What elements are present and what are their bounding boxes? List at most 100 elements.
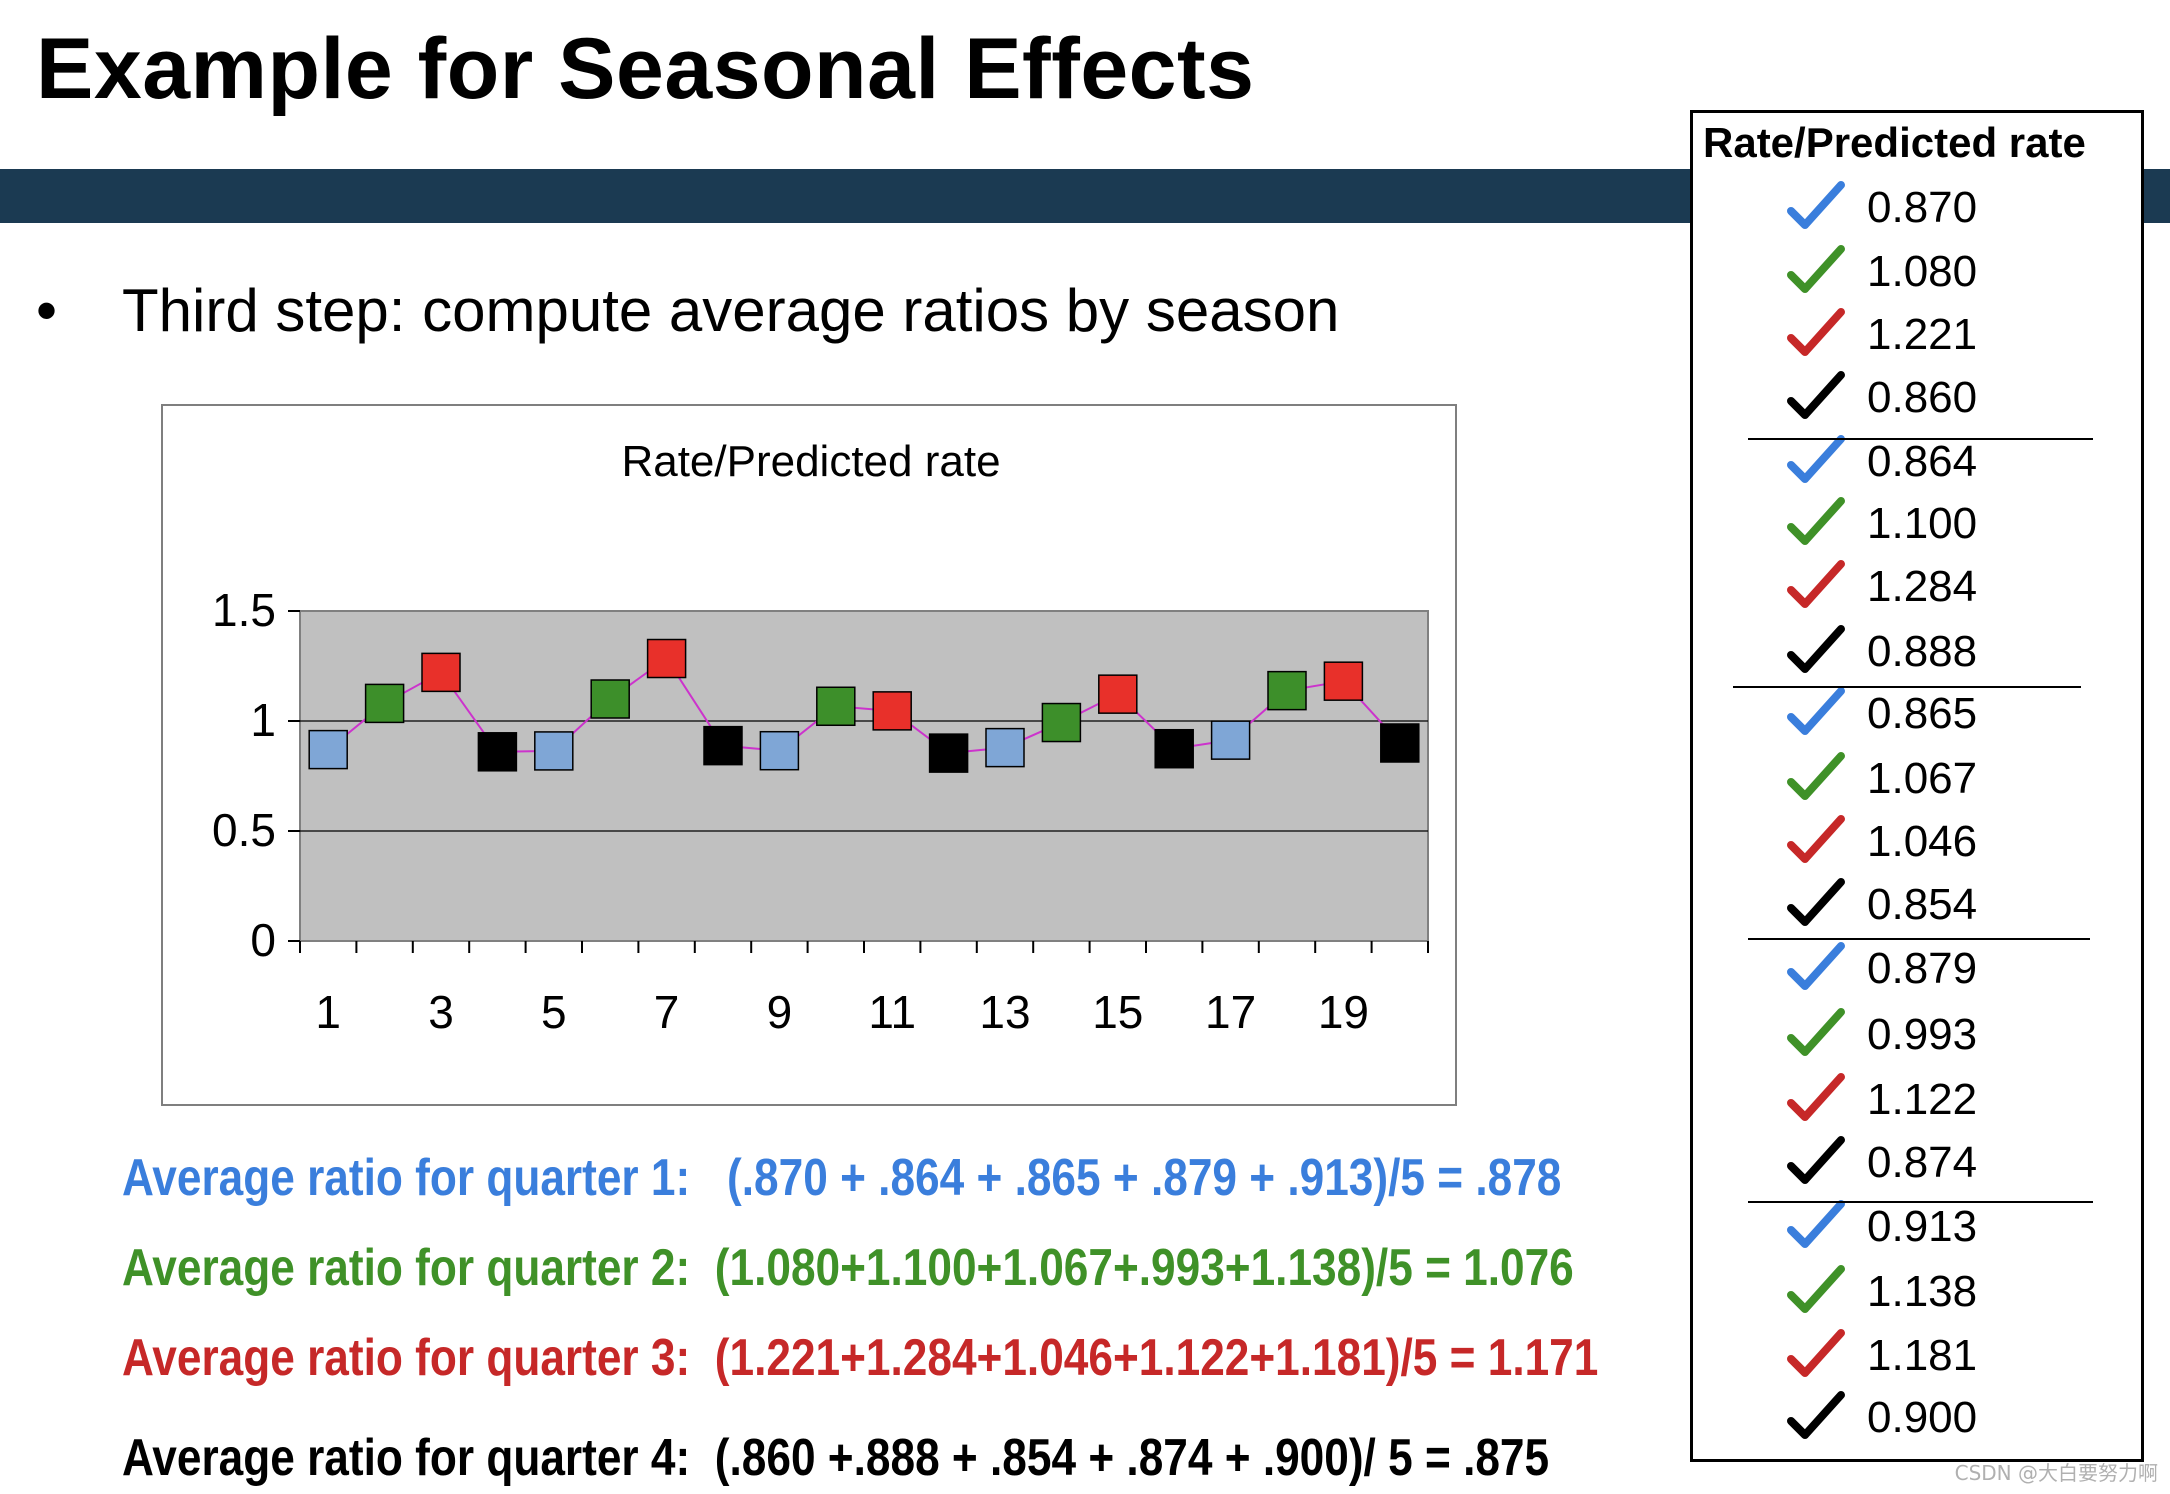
data-point-q3 bbox=[646, 638, 687, 679]
data-point-q4 bbox=[477, 732, 518, 772]
y-tick-label: 0.5 bbox=[212, 804, 276, 856]
x-tick-label: 9 bbox=[767, 986, 793, 1038]
checkmark-icon bbox=[1787, 942, 1845, 990]
data-point-q4 bbox=[1380, 723, 1420, 763]
average-quarter-1-formula: (.870 + .864 + .865 + .879 + .913)/5 = .… bbox=[727, 1149, 1562, 1207]
ratio-value: 0.913 bbox=[1867, 1202, 1978, 1251]
ratio-row-q2: 1.100 bbox=[1787, 495, 2107, 555]
chart-svg: Rate/Predicted rate 00.511.51 3 5 7 9 11 13 15 1… bbox=[212, 437, 1429, 1038]
data-point-q2 bbox=[816, 686, 856, 727]
checkmark-icon bbox=[1787, 752, 1845, 800]
ratio-value: 1.138 bbox=[1867, 1267, 1978, 1316]
ratio-row-q1: 0.865 bbox=[1787, 685, 2107, 745]
data-point-q3 bbox=[1323, 661, 1364, 701]
group-separator bbox=[1748, 438, 2093, 440]
data-point-q1 bbox=[985, 727, 1025, 768]
ratio-row-q2: 1.067 bbox=[1787, 750, 2107, 810]
checkmark-icon bbox=[1787, 497, 1845, 545]
ratio-value: 1.284 bbox=[1867, 562, 1978, 611]
ratio-value: 0.860 bbox=[1867, 373, 1978, 422]
y-tick-label: 1 bbox=[250, 694, 276, 746]
data-point-q2 bbox=[590, 679, 630, 719]
checkmark-icon bbox=[1787, 1136, 1845, 1184]
x-tick-label: 13 bbox=[979, 986, 1030, 1038]
average-quarter-3-formula: (1.221+1.284+1.046+1.122+1.181)/5 = 1.17… bbox=[714, 1329, 1599, 1387]
ratio-row-q3: 1.046 bbox=[1787, 813, 2107, 873]
x-tick-label: 11 bbox=[868, 986, 916, 1038]
ratio-row-q3: 1.181 bbox=[1787, 1327, 2107, 1387]
ratio-value: 1.080 bbox=[1867, 247, 1978, 296]
x-tick-label: 15 bbox=[1092, 986, 1143, 1038]
average-quarter-4-label: Average ratio for quarter 4: bbox=[122, 1429, 691, 1487]
ratio-row-q4: 0.900 bbox=[1787, 1389, 2107, 1449]
ratio-row-q1: 0.864 bbox=[1787, 433, 2107, 493]
ratio-value: 1.221 bbox=[1867, 310, 1978, 359]
checkmark-icon bbox=[1787, 1200, 1845, 1248]
ratio-row-q1: 0.870 bbox=[1787, 179, 2107, 239]
checkmark-icon bbox=[1787, 1391, 1845, 1439]
ratio-value: 1.067 bbox=[1867, 754, 1978, 803]
chart-frame: Rate/Predicted rate 0 0.5 1 1.5 1 3 5 7 9 11 13 15 1… bbox=[161, 404, 1457, 1106]
plot-area bbox=[299, 610, 1429, 942]
ratio-value: 1.122 bbox=[1867, 1075, 1978, 1124]
checkmark-icon bbox=[1787, 878, 1845, 926]
data-point-q1 bbox=[1210, 720, 1251, 760]
ratio-value: 0.879 bbox=[1867, 944, 1978, 993]
data-point-q1 bbox=[759, 730, 800, 771]
checkmark-icon bbox=[1787, 625, 1845, 673]
ratio-value: 0.900 bbox=[1867, 1393, 1978, 1442]
ratio-value: 0.870 bbox=[1867, 183, 1978, 232]
bullet-text: Third step: compute average ratios by se… bbox=[122, 277, 1340, 344]
checkmark-icon bbox=[1787, 245, 1845, 293]
average-quarter-2: Average ratio for quarter 2: (1.080+1.10… bbox=[122, 1238, 1574, 1298]
ratio-row-q2: 0.993 bbox=[1787, 1006, 2107, 1066]
x-tick-label: 1 bbox=[315, 986, 341, 1038]
slide-title: Example for Seasonal Effects bbox=[36, 21, 1255, 117]
y-tick-label: 0 bbox=[250, 914, 276, 966]
ratio-row-q2: 1.080 bbox=[1787, 243, 2107, 303]
data-point-q1 bbox=[308, 729, 348, 770]
ratio-value: 0.865 bbox=[1867, 689, 1978, 738]
x-tick-label: 5 bbox=[541, 986, 567, 1038]
average-quarter-1-label: Average ratio for quarter 1: bbox=[122, 1149, 691, 1207]
ratio-table: Rate/Predicted rate 0.870 1.080 1.221 0.860… bbox=[1690, 110, 2144, 1462]
average-quarter-3-label: Average ratio for quarter 3: bbox=[122, 1329, 691, 1387]
average-quarter-4-formula: (.860 +.888 + .854 + .874 + .900)/ 5 = .… bbox=[714, 1429, 1550, 1487]
ratio-value: 1.100 bbox=[1867, 499, 1978, 548]
data-point-q2 bbox=[1267, 670, 1307, 711]
data-point-q4 bbox=[928, 733, 969, 773]
chart-plot: 00.511.51 3 5 7 9 11 13 15 17 19 bbox=[212, 584, 1429, 1038]
ratio-table-header: Rate/Predicted rate bbox=[1703, 119, 2086, 166]
ratio-row-q3: 1.284 bbox=[1787, 558, 2107, 618]
checkmark-icon bbox=[1787, 371, 1845, 419]
x-tick-label: 19 bbox=[1318, 986, 1369, 1038]
x-tick-label: 17 bbox=[1205, 986, 1256, 1038]
checkmark-icon bbox=[1787, 687, 1845, 735]
checkmark-icon bbox=[1787, 1329, 1845, 1377]
data-point-q2 bbox=[364, 683, 405, 724]
checkmark-icon bbox=[1787, 815, 1845, 863]
x-tick-label: 7 bbox=[654, 986, 680, 1038]
group-separator bbox=[1748, 1201, 2093, 1203]
average-quarter-2-formula: (1.080+1.100+1.067+.993+1.138)/5 = 1.076 bbox=[714, 1239, 1574, 1297]
checkmark-icon bbox=[1787, 435, 1845, 483]
x-tick-label: 3 bbox=[428, 986, 454, 1038]
ratio-row-q4: 0.860 bbox=[1787, 369, 2107, 429]
watermark: CSDN @大白要努力啊 bbox=[1954, 1461, 2158, 1485]
average-quarter-4: Average ratio for quarter 4: (.860 +.888… bbox=[122, 1428, 1549, 1488]
ratio-row-q4: 0.854 bbox=[1787, 876, 2107, 936]
data-point-q4 bbox=[1154, 728, 1194, 769]
ratio-row-q4: 0.874 bbox=[1787, 1134, 2107, 1194]
data-point-q3 bbox=[421, 652, 461, 693]
data-point-q1 bbox=[534, 731, 574, 771]
ratio-value: 0.854 bbox=[1867, 880, 1978, 929]
ratio-value: 1.046 bbox=[1867, 817, 1978, 866]
ratio-value: 0.874 bbox=[1867, 1138, 1978, 1187]
ratio-value: 0.888 bbox=[1867, 627, 1978, 676]
ratio-row-q3: 1.122 bbox=[1787, 1071, 2107, 1131]
ratio-value: 1.181 bbox=[1867, 1331, 1978, 1380]
checkmark-icon bbox=[1787, 181, 1845, 229]
ratio-row-q2: 1.138 bbox=[1787, 1263, 2107, 1323]
checkmark-icon bbox=[1787, 560, 1845, 608]
chart-title: Rate/Predicted rate bbox=[621, 437, 1000, 486]
